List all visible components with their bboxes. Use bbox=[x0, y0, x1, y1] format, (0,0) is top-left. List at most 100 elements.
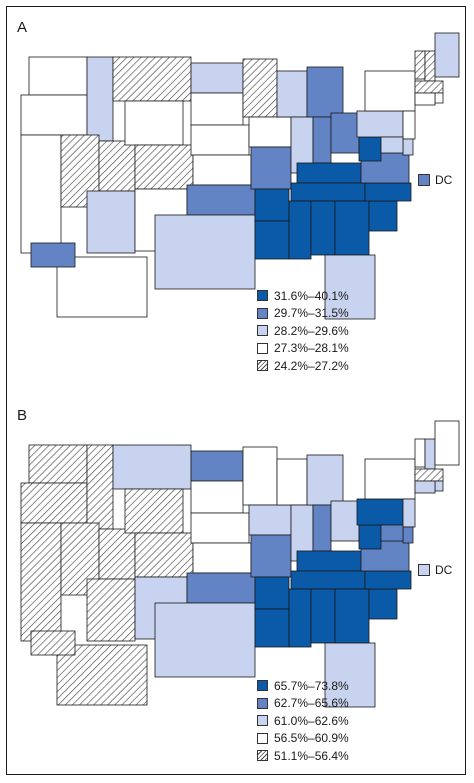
state-me bbox=[434, 32, 460, 78]
state-wa bbox=[28, 444, 88, 484]
legend-swatch bbox=[257, 342, 268, 354]
state-wy bbox=[124, 100, 184, 146]
state-sc bbox=[368, 588, 398, 620]
state-pa bbox=[356, 498, 404, 526]
state-mn bbox=[242, 446, 278, 506]
state-ne bbox=[190, 512, 250, 544]
state-co bbox=[134, 532, 194, 578]
state-ks bbox=[192, 154, 252, 186]
state-oh bbox=[330, 112, 360, 154]
state-al bbox=[310, 588, 336, 644]
state-ia bbox=[248, 116, 292, 148]
state-wy bbox=[124, 488, 184, 534]
state-md bbox=[380, 524, 404, 542]
state-vt bbox=[414, 50, 426, 80]
state-co bbox=[134, 144, 194, 190]
state-mo bbox=[250, 534, 292, 578]
legend-label: 56.5%–60.9% bbox=[274, 731, 349, 746]
state-fl bbox=[324, 642, 376, 708]
state-or bbox=[20, 482, 88, 524]
legend-item: 65.7%–73.8% bbox=[257, 677, 349, 695]
state-ut bbox=[98, 140, 136, 192]
legend-swatch bbox=[257, 715, 268, 727]
state-mn bbox=[242, 58, 278, 118]
legend-item: 27.3%–28.1% bbox=[257, 340, 349, 358]
state-pa bbox=[356, 110, 404, 138]
state-mi bbox=[306, 66, 344, 118]
state-tn bbox=[290, 182, 366, 202]
state-fl bbox=[324, 254, 376, 320]
state-al bbox=[310, 200, 336, 256]
legend-item: 61.0%–62.6% bbox=[257, 712, 349, 730]
legend-swatch bbox=[257, 732, 268, 744]
state-ma bbox=[414, 468, 444, 482]
state-ms bbox=[288, 588, 312, 648]
legend-swatch bbox=[257, 680, 268, 692]
legend-item: 51.1%–56.4% bbox=[257, 747, 349, 765]
state-ok bbox=[186, 572, 256, 604]
state-ar bbox=[254, 576, 290, 610]
us-choropleth-map-a bbox=[20, 32, 460, 320]
state-nd bbox=[190, 62, 244, 94]
legend-item: 62.7%–65.6% bbox=[257, 695, 349, 713]
state-ri bbox=[434, 92, 444, 104]
legend-label: 24.2%–27.2% bbox=[274, 358, 349, 373]
state-ma bbox=[414, 80, 444, 94]
state-vt bbox=[414, 438, 426, 468]
legend-swatch bbox=[257, 360, 268, 372]
state-ct bbox=[414, 92, 436, 106]
state-hi bbox=[30, 242, 76, 268]
state-nc bbox=[364, 570, 412, 590]
state-ny bbox=[364, 458, 416, 500]
state-nd bbox=[190, 450, 244, 482]
legend-swatch bbox=[257, 307, 268, 319]
state-wv bbox=[358, 136, 382, 162]
legend-swatch bbox=[257, 290, 268, 302]
state-sc bbox=[368, 200, 398, 232]
state-ky bbox=[296, 162, 362, 184]
state-ok bbox=[186, 184, 256, 216]
state-mt bbox=[112, 444, 192, 490]
state-ct bbox=[414, 480, 436, 494]
state-az bbox=[86, 190, 136, 254]
state-de bbox=[402, 526, 414, 544]
figure-frame: A DC 31.6%–40.1% 29.7%–31.5% 28.2%–29.6%… bbox=[6, 6, 466, 775]
panel-b: B DC 65.7%–73.8% 62.7%–65.6% 61.0%–62.6%… bbox=[7, 395, 467, 773]
state-la bbox=[254, 608, 290, 648]
legend-label: 65.7%–73.8% bbox=[274, 678, 349, 693]
dc-swatch bbox=[418, 564, 430, 576]
state-ne bbox=[190, 124, 250, 156]
legend: 31.6%–40.1% 29.7%–31.5% 28.2%–29.6% 27.3… bbox=[257, 287, 349, 375]
panel-letter: A bbox=[17, 19, 28, 36]
state-ut bbox=[98, 528, 136, 580]
state-mo bbox=[250, 146, 292, 190]
state-sd bbox=[190, 480, 244, 514]
state-wa bbox=[28, 56, 88, 96]
state-wi bbox=[276, 458, 308, 506]
state-ca bbox=[20, 134, 62, 254]
state-ga bbox=[334, 200, 370, 256]
state-tx bbox=[154, 214, 256, 290]
panel-a: A DC 31.6%–40.1% 29.7%–31.5% 28.2%–29.6%… bbox=[7, 7, 467, 391]
legend-label: 61.0%–62.6% bbox=[274, 713, 349, 728]
state-in bbox=[312, 504, 332, 552]
dc-label: DC bbox=[435, 173, 453, 187]
state-ny bbox=[364, 70, 416, 112]
state-wi bbox=[276, 70, 308, 118]
dc-swatch bbox=[418, 174, 430, 186]
legend-label: 27.3%–28.1% bbox=[274, 341, 349, 356]
state-sd bbox=[190, 92, 244, 126]
state-nj bbox=[402, 498, 416, 528]
dc-indicator: DC bbox=[418, 173, 452, 187]
state-la bbox=[254, 220, 290, 260]
states-group bbox=[20, 420, 460, 708]
legend-item: 24.2%–27.2% bbox=[257, 357, 349, 375]
state-md bbox=[380, 136, 404, 154]
state-in bbox=[312, 116, 332, 164]
state-nh bbox=[424, 438, 436, 470]
states-group bbox=[20, 32, 460, 320]
legend-label: 31.6%–40.1% bbox=[274, 288, 349, 303]
state-az bbox=[86, 578, 136, 642]
state-ms bbox=[288, 200, 312, 260]
us-choropleth-map-b bbox=[20, 420, 460, 708]
